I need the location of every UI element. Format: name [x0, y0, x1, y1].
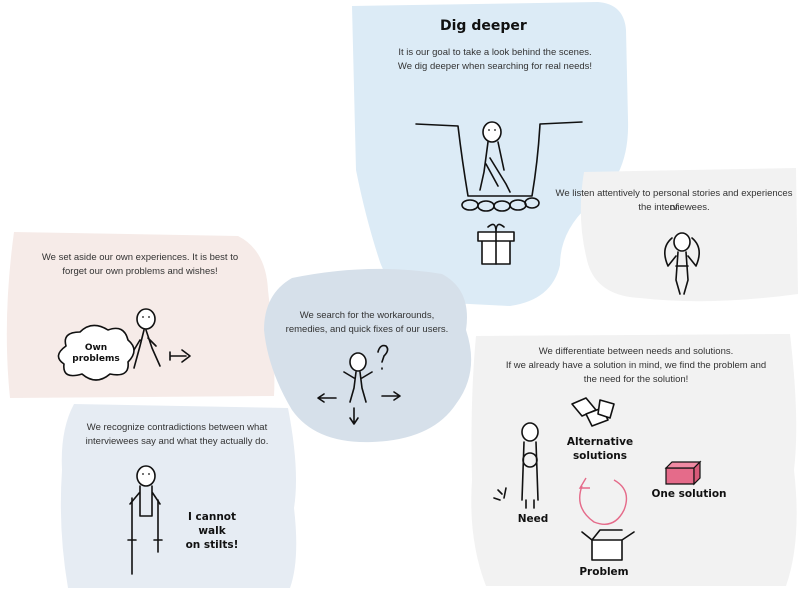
sitting-person-icon	[479, 121, 511, 193]
alternative-solutions-label-2: solutions	[572, 450, 628, 462]
set-aside-text-2: forget our own problems and wishes!	[62, 266, 218, 277]
dig-deeper-text-1: It is our goal to take a look behind the…	[398, 47, 592, 58]
problem-open-box	[581, 529, 635, 561]
left-arrow-icon	[317, 393, 337, 403]
dig-deeper-title: Dig deeper	[440, 18, 527, 34]
own-problems-label-2: problems	[72, 354, 120, 364]
search-text-2: remedies, and quick fixes of our users.	[285, 324, 449, 335]
gift-icon	[477, 223, 515, 265]
listening-person-icon	[664, 232, 700, 295]
dig-hole-illustration	[415, 121, 583, 212]
stilts-label-2: walk	[198, 525, 226, 537]
down-arrow-icon	[349, 407, 359, 425]
needs-text-2: If we already have a solution in mind, w…	[505, 360, 767, 371]
needs-text-1: We differentiate between needs and solut…	[538, 346, 734, 357]
stilts-label-3: on stilts!	[185, 539, 239, 551]
stones	[461, 197, 540, 212]
holding-person-icon	[493, 422, 539, 509]
listen-text-1: We listen attentively to personal storie…	[555, 188, 793, 213]
search-text-1: We search for the workarounds,	[299, 310, 435, 321]
right-arrow-icon-2	[381, 391, 401, 401]
search-panel	[264, 268, 472, 443]
searching-person-icon	[317, 344, 401, 425]
cycle-arrow	[578, 477, 628, 525]
listen-panel	[580, 168, 798, 302]
right-arrow-icon	[169, 349, 191, 363]
contradictions-text-1: We recognize contradictions between what	[86, 422, 268, 433]
stilts-label-1: I cannot	[187, 511, 237, 523]
alternative-solutions-label-1: Alternative	[566, 436, 634, 448]
dig-deeper-text-2: We dig deeper when searching for real ne…	[397, 61, 593, 72]
dig-deeper-panel	[352, 2, 629, 306]
stilts-person-icon	[127, 465, 163, 575]
set-aside-text-1: We set aside our own experiences. It is …	[41, 252, 239, 263]
need-label: Need	[517, 513, 549, 525]
walking-person-icon	[133, 308, 161, 369]
own-problems-label-1: Own	[84, 343, 108, 353]
one-solution-label: One solution	[651, 488, 727, 500]
needs-panel	[471, 334, 797, 586]
own-problems-illustration	[57, 308, 191, 381]
thought-bubble	[57, 324, 135, 381]
listen-text-2: the interviewees.	[638, 202, 710, 213]
problem-label: Problem	[579, 566, 629, 578]
alternative-solutions-boxes	[571, 397, 615, 427]
contradictions-text-2: interviewees say and what they actually …	[85, 436, 269, 447]
needs-text-3: the need for the solution!	[583, 374, 689, 385]
contradictions-panel	[60, 404, 297, 588]
one-solution-box	[664, 460, 702, 486]
